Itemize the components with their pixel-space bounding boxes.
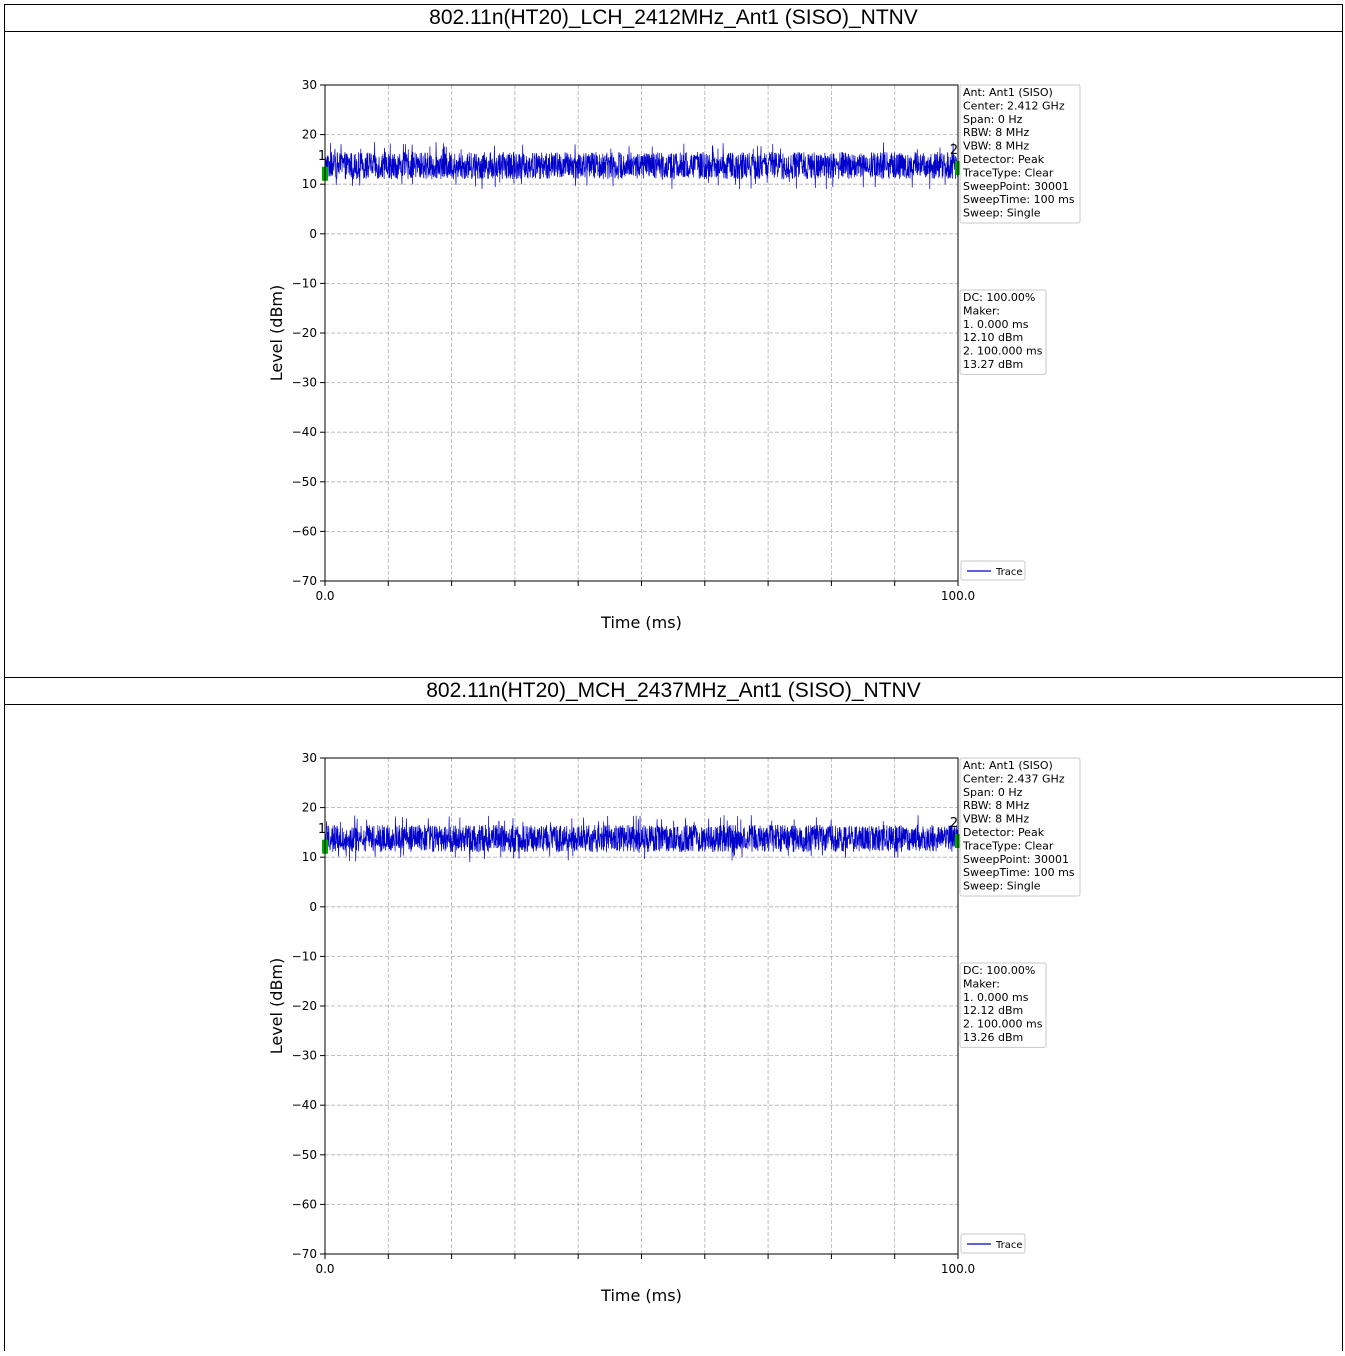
info-line: Span: 0 Hz [963, 786, 1023, 799]
legend-label: Trace [995, 567, 1023, 578]
marker-line: Maker: [963, 304, 1000, 317]
marker-line: 1. 0.000 ms [963, 318, 1029, 331]
trace-line [324, 815, 959, 863]
marker-line: DC: 100.00% [963, 291, 1035, 304]
x-tick-label: 0.0 [315, 1262, 334, 1276]
y-axis-label: Level (dBm) [267, 958, 286, 1055]
grid-lines [325, 85, 958, 581]
info-line: RBW: 8 MHz [963, 799, 1029, 812]
y-tick-label: −40 [292, 425, 317, 439]
section-title: 802.11n(HT20)_LCH_2412MHz_Ant1 (SISO)_NT… [4, 4, 1343, 32]
info-line: Center: 2.412 GHz [963, 99, 1065, 112]
info-line: SweepPoint: 30001 [963, 853, 1069, 866]
marker-label: 2 [950, 143, 958, 158]
x-axis-label: Time (ms) [600, 613, 682, 632]
info-line: RBW: 8 MHz [963, 126, 1029, 139]
x-tick-label: 0.0 [315, 589, 334, 603]
marker-line: 2. 100.000 ms [963, 345, 1043, 358]
y-tick-label: −50 [292, 475, 317, 489]
x-axis-label: Time (ms) [600, 1286, 682, 1305]
trace-line [324, 142, 959, 190]
y-tick-label: −50 [292, 1148, 317, 1162]
info-line: Detector: Peak [963, 826, 1045, 839]
marker-line: DC: 100.00% [963, 964, 1035, 977]
info-line: SweepPoint: 30001 [963, 180, 1069, 193]
info-line: TraceType: Clear [962, 166, 1054, 179]
y-tick-label: −30 [292, 1049, 317, 1063]
chart-container: 1 2 30 20 10 0 −10 −20 −30 −40 −50 −60 −70 0.0 100.0 Ti… [4, 705, 1343, 1351]
y-tick-label: 30 [302, 78, 317, 92]
chart-container: 1 2 30 20 10 0 −10 −20 −30 −40 −50 −60 −70 0.0 100.0 Ti… [4, 32, 1343, 677]
legend-box [960, 560, 1026, 581]
chart-svg: 1 2 30 20 10 0 −10 −20 −30 −40 −50 −60 −700.0 100.0 Ti… [267, 751, 1081, 1305]
marker-line: 13.27 dBm [963, 358, 1023, 371]
info-line: TraceType: Clear [962, 839, 1054, 852]
info-line: Ant: Ant1 (SISO) [963, 759, 1053, 772]
chart-section-1: 802.11n(HT20)_LCH_2412MHz_Ant1 (SISO)_NT… [4, 4, 1343, 677]
chart-section-2: 802.11n(HT20)_MCH_2437MHz_Ant1 (SISO)_NT… [4, 677, 1343, 1351]
info-line: SweepTime: 100 ms [963, 866, 1075, 879]
info-box [959, 757, 1081, 897]
marker-label: 2 [950, 816, 958, 831]
info-line: Sweep: Single [963, 880, 1041, 893]
marker-label: 1 [318, 149, 326, 164]
info-box [959, 84, 1081, 224]
y-tick-label: −10 [292, 276, 317, 290]
y-tick-label: 10 [302, 850, 317, 864]
marker-label: 1 [318, 822, 326, 837]
y-tick-label: −60 [292, 524, 317, 538]
marker-line: 12.12 dBm [963, 1004, 1023, 1017]
y-tick-label: 0 [309, 900, 317, 914]
info-line: SweepTime: 100 ms [963, 193, 1075, 206]
y-tick-label: 20 [302, 801, 317, 815]
y-tick-label: −40 [292, 1098, 317, 1112]
y-tick-label: −30 [292, 376, 317, 390]
y-tick-label: 10 [302, 177, 317, 191]
grid-lines [325, 758, 958, 1254]
info-line: Detector: Peak [963, 153, 1045, 166]
y-tick-label: 20 [302, 128, 317, 142]
y-tick-label: −70 [292, 574, 317, 588]
y-tick-label: −60 [292, 1197, 317, 1211]
info-line: Ant: Ant1 (SISO) [963, 86, 1053, 99]
y-tick-label: −10 [292, 949, 317, 963]
info-line: Center: 2.437 GHz [963, 772, 1065, 785]
legend-label: Trace [995, 1240, 1023, 1251]
x-tick-label: 100.0 [941, 589, 975, 603]
y-tick-label: 0 [309, 227, 317, 241]
legend-box [960, 1233, 1026, 1254]
y-axis-label: Level (dBm) [267, 285, 286, 382]
marker-line: 12.10 dBm [963, 331, 1023, 344]
marker-box [959, 289, 1047, 375]
y-tick-label: 30 [302, 751, 317, 765]
y-tick-label: −20 [292, 999, 317, 1013]
marker-line: 13.26 dBm [963, 1031, 1023, 1044]
marker-box [959, 962, 1047, 1048]
marker-line: 2. 100.000 ms [963, 1018, 1043, 1031]
y-tick-label: −20 [292, 326, 317, 340]
marker-line: 1. 0.000 ms [963, 991, 1029, 1004]
info-line: VBW: 8 MHz [963, 813, 1029, 826]
x-tick-label: 100.0 [941, 1262, 975, 1276]
marker-line: Maker: [963, 977, 1000, 990]
info-line: Span: 0 Hz [963, 113, 1023, 126]
y-tick-label: −70 [292, 1247, 317, 1261]
chart-svg: 1 2 30 20 10 0 −10 −20 −30 −40 −50 −60 −700.0 100.0 Ti… [267, 78, 1081, 632]
info-line: Sweep: Single [963, 207, 1041, 220]
section-title: 802.11n(HT20)_MCH_2437MHz_Ant1 (SISO)_NT… [4, 677, 1343, 705]
info-line: VBW: 8 MHz [963, 140, 1029, 153]
